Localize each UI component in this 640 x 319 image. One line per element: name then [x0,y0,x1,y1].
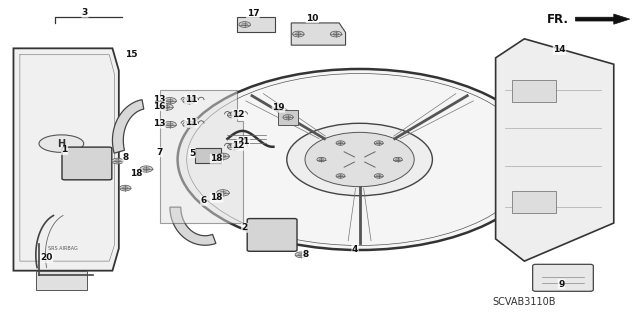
Circle shape [216,153,229,160]
Text: SCVAB3110B: SCVAB3110B [493,297,556,307]
Circle shape [283,115,293,120]
Text: 11: 11 [185,118,197,128]
Text: 8: 8 [123,153,129,162]
Circle shape [186,99,192,102]
Circle shape [177,69,541,250]
Text: SRS AIRBAG: SRS AIRBAG [49,246,78,251]
Text: 7: 7 [156,148,163,157]
Circle shape [220,155,226,158]
Polygon shape [495,39,614,261]
Text: 6: 6 [201,196,207,205]
Circle shape [230,145,237,148]
Polygon shape [278,110,298,124]
Circle shape [216,190,229,196]
Circle shape [164,98,176,104]
Circle shape [164,106,170,109]
Circle shape [227,144,240,150]
FancyBboxPatch shape [532,264,593,291]
Text: 18: 18 [211,193,223,202]
Circle shape [242,23,248,26]
Polygon shape [575,14,630,24]
Circle shape [182,122,195,128]
Text: 13: 13 [153,119,165,128]
Text: 8: 8 [302,250,308,259]
Circle shape [336,174,345,178]
Circle shape [120,185,131,191]
FancyBboxPatch shape [247,219,297,251]
Circle shape [296,33,301,35]
Circle shape [394,157,403,162]
Circle shape [143,167,150,171]
Text: 12: 12 [232,141,244,150]
Text: 14: 14 [553,45,566,55]
Circle shape [336,141,345,145]
Circle shape [239,22,250,27]
Circle shape [285,116,291,119]
Text: FR.: FR. [547,13,569,26]
Circle shape [140,166,153,172]
Text: 18: 18 [130,169,142,178]
Circle shape [317,157,326,162]
Circle shape [167,123,173,126]
Circle shape [115,160,120,162]
Text: 10: 10 [306,14,319,23]
Circle shape [227,112,240,118]
Text: 3: 3 [82,8,88,17]
Circle shape [374,174,383,178]
Text: 5: 5 [189,149,195,158]
Circle shape [376,142,381,144]
Polygon shape [36,271,87,290]
Polygon shape [161,90,243,223]
Text: 19: 19 [272,103,285,112]
Polygon shape [195,148,221,163]
Polygon shape [237,17,275,33]
Text: 17: 17 [246,9,259,18]
Polygon shape [511,80,556,102]
Circle shape [374,141,383,145]
Circle shape [220,191,226,195]
Text: 11: 11 [185,95,197,104]
Circle shape [295,252,307,258]
Circle shape [298,253,304,256]
Text: H: H [58,139,65,149]
Circle shape [333,33,339,35]
Circle shape [112,158,124,164]
Text: 21: 21 [237,137,250,145]
Polygon shape [170,207,216,245]
Text: 9: 9 [558,279,564,288]
Circle shape [330,31,342,37]
Circle shape [396,159,400,160]
Circle shape [376,175,381,177]
Circle shape [230,114,237,117]
Circle shape [164,122,176,128]
Circle shape [292,31,304,37]
Polygon shape [13,48,119,271]
Text: 18: 18 [211,154,223,163]
Circle shape [161,104,173,110]
Text: 13: 13 [153,95,165,104]
Circle shape [167,99,173,102]
Text: 12: 12 [232,110,244,119]
Circle shape [122,187,128,189]
Text: 16: 16 [153,102,165,111]
Polygon shape [113,100,144,153]
Text: 1: 1 [61,145,68,154]
Circle shape [339,142,342,144]
Text: 15: 15 [125,49,138,59]
Ellipse shape [39,135,84,152]
Circle shape [182,98,195,104]
FancyBboxPatch shape [62,147,112,180]
Text: 4: 4 [352,245,358,254]
Circle shape [186,123,192,126]
Polygon shape [511,191,556,213]
Circle shape [305,132,414,187]
Circle shape [339,175,342,177]
Text: 20: 20 [40,254,53,263]
Text: 2: 2 [241,223,248,232]
Circle shape [319,159,324,160]
Polygon shape [291,23,346,45]
Circle shape [287,123,433,196]
